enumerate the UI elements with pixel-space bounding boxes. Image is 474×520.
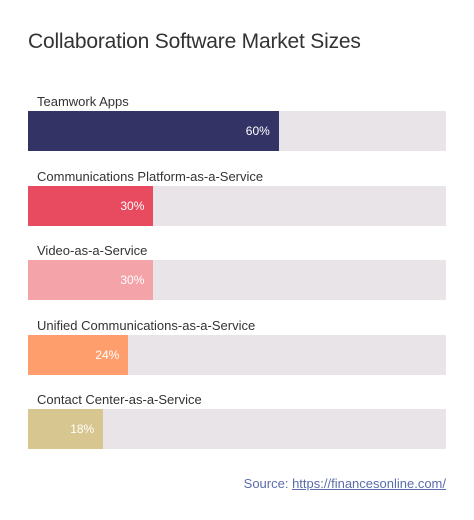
bar-track: 60% [28,111,446,151]
bar: 18% [28,409,104,449]
bar: 30% [28,185,154,226]
bar-value-label: 30% [120,198,145,213]
bar-value-label: 60% [245,124,270,138]
bar: 30% [28,260,154,300]
bar-value-label: 30% [120,273,145,287]
bar-category-label: Teamwork Apps [37,94,129,109]
bar-row: Video-as-a-Service 30% [28,243,446,303]
source-link[interactable]: https://financesonline.com/ [292,476,446,491]
bar-track: 18% [28,409,446,449]
bar-track: 24% [28,334,446,375]
bar-value-label: 18% [70,422,95,436]
source-prefix: Source: [243,476,293,491]
bar-row: Unified Communications-as-a-Service 24% [28,318,446,378]
bar-row: Contact Center-as-a-Service 18% [28,392,446,452]
chart-title: Collaboration Software Market Sizes [28,30,361,53]
bar-category-label: Unified Communications-as-a-Service [37,317,256,333]
bar-track: 30% [28,260,446,300]
bar: 24% [28,334,129,375]
bar-category-label: Video-as-a-Service [37,243,148,258]
bar-category-label: Communications Platform-as-a-Service [37,168,264,184]
bar: 60% [28,111,279,151]
bar-track: 30% [28,185,446,226]
bar-value-label: 24% [95,347,120,362]
bar-category-label: Contact Center-as-a-Service [37,392,202,407]
bar-chart: Teamwork Apps 60% Communications Platform-… [28,0,446,460]
source-note: Source: https://financesonline.com/ [244,476,446,491]
bar-row: Teamwork Apps 60% [28,94,446,154]
bar-row: Communications Platform-as-a-Service 30% [28,169,446,229]
